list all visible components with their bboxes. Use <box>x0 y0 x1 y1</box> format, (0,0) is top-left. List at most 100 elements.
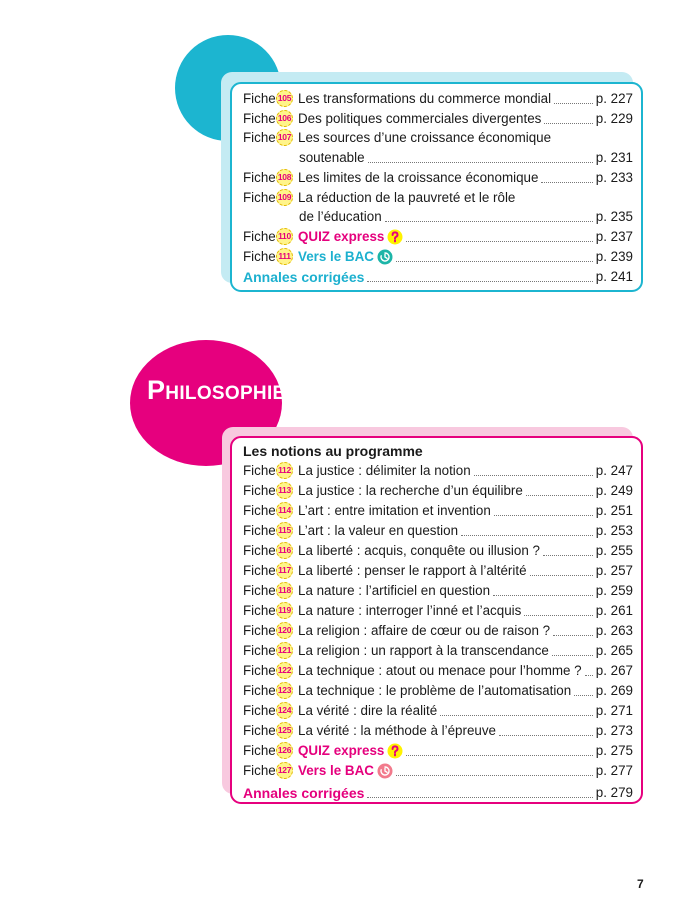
entry-title: La justice : délimiter la notion <box>298 462 471 478</box>
fiche-number: 127 <box>276 762 293 780</box>
page-number: 7 <box>637 877 644 891</box>
leader <box>367 281 593 282</box>
toc-box <box>230 82 643 292</box>
leader <box>529 574 593 576</box>
entry-page: p. 227 <box>595 91 633 106</box>
toc-row: Fiche 113 La justice : la recherche d’un é… <box>243 481 633 501</box>
toc-row: Fiche 123 La technique : le problème de l’… <box>243 681 633 701</box>
entry-page: p. 273 <box>595 723 633 739</box>
toc-row: Fiche 117 La liberté : penser le rapport à… <box>243 561 633 581</box>
entry-title: La vérité : la méthode à l’épreuve <box>298 723 497 739</box>
entry-page: p. 255 <box>595 542 633 558</box>
bac-icon <box>377 763 393 779</box>
fiche-number: 116 <box>276 541 293 559</box>
annales-row: Annales corrigées p. 241 <box>243 267 633 287</box>
fiche-number: 125 <box>276 722 293 740</box>
entry-title: L’art : la valeur en question <box>298 522 459 538</box>
toc-row: Fiche 120 La religion : affaire de cœur ou… <box>243 621 633 641</box>
toc-row: Fiche 122 La technique : atout ou menace p… <box>243 661 633 681</box>
entry-title: Les transformations du commerce mondial <box>298 91 552 106</box>
fiche-number: 111 <box>276 247 293 265</box>
entry-page: p. 237 <box>595 228 633 244</box>
entry-page: p. 257 <box>595 562 633 578</box>
leader <box>406 240 593 242</box>
fiche-label: Fiche <box>243 622 276 638</box>
leader <box>544 122 593 124</box>
toc-row: Fiche 125 La vérité : la méthode à l’épreu… <box>243 721 633 741</box>
fiche-number: 106 <box>276 109 293 127</box>
fiche-label: Fiche <box>243 248 276 264</box>
toc-row: Fiche 106 Des politiques commerciales dive… <box>243 109 633 129</box>
entry-title: La justice : la recherche d’un équilibre <box>298 482 523 498</box>
annales-row: Annales corrigées p. 279 <box>243 783 633 803</box>
entry-title: Les limites de la croissance économique <box>298 169 539 185</box>
toc-row: Fiche 105 Les transformations du commerce … <box>243 89 633 109</box>
entry-page: p. 231 <box>595 150 633 166</box>
bac-icon <box>377 249 393 265</box>
fiche-label: Fiche <box>243 763 276 779</box>
fiche-number: 124 <box>276 702 293 720</box>
quiz-icon <box>387 743 403 759</box>
leader <box>367 162 593 164</box>
leader <box>554 103 593 104</box>
entry-page: p. 259 <box>595 582 633 598</box>
leader <box>440 715 593 717</box>
entry-title: La liberté : penser le rapport à l’altér… <box>298 562 527 578</box>
toc-row: Fiche 124 La vérité : dire la réalité p. 27… <box>243 701 633 721</box>
entry-title: soutenable <box>299 150 365 166</box>
fiche-number: 121 <box>276 641 293 659</box>
fiche-label: Fiche <box>243 663 276 678</box>
leader <box>584 675 593 676</box>
fiche-label: Fiche <box>243 502 276 518</box>
leader <box>493 594 593 596</box>
toc-row: Fiche 116 La liberté : acquis, conquête ou… <box>243 541 633 561</box>
toc-row: Fiche 115 L’art : la valeur en question p. … <box>243 521 633 541</box>
entry-page: p. 269 <box>595 683 633 699</box>
toc-row: Fiche 119 La nature : interroger l’inné et… <box>243 601 633 621</box>
leader <box>384 221 593 223</box>
leader <box>551 654 593 656</box>
fiche-number: 112 <box>276 461 293 479</box>
entry-title: QUIZ express <box>298 228 385 244</box>
entry-title: La nature : l’artificiel en question <box>298 582 491 598</box>
entry-page: p. 239 <box>595 248 633 264</box>
entry-page: p. 247 <box>595 462 633 478</box>
entry-title: La réduction de la pauvreté et le rôle <box>298 189 516 205</box>
entry-title: La vérité : dire la réalité <box>298 703 438 719</box>
leader <box>461 534 593 536</box>
entry-title: Vers le BAC <box>298 763 374 779</box>
section-title: Philosophie <box>147 375 286 405</box>
toc-row: Fiche 126 QUIZ express p. 275 <box>243 741 633 761</box>
fiche-number: 119 <box>276 601 293 619</box>
leader <box>493 514 593 516</box>
toc-box <box>230 436 643 804</box>
entry-page: p. 249 <box>595 482 633 498</box>
entry-title: QUIZ express <box>298 743 385 759</box>
leader <box>524 614 593 616</box>
fiche-number: 107 <box>276 129 293 147</box>
fiche-label: Fiche <box>243 228 276 244</box>
entry-page: p. 261 <box>595 602 633 618</box>
fiche-number: 109 <box>276 188 293 206</box>
fiche-number: 120 <box>276 621 293 639</box>
toc-row: Fiche 109 La réduction de la pauvreté et l… <box>243 188 633 208</box>
fiche-label: Fiche <box>243 189 276 205</box>
fiche-label: Fiche <box>243 462 276 478</box>
entry-page: p. 235 <box>595 209 633 225</box>
fiche-number: 115 <box>276 521 293 539</box>
leader <box>541 181 593 183</box>
fiche-number: 113 <box>276 481 293 499</box>
annales-page: p. 241 <box>595 269 633 284</box>
fiche-label: Fiche <box>243 169 276 185</box>
entry-title: La nature : interroger l’inné et l’acqui… <box>298 602 522 618</box>
entry-page: p. 271 <box>595 703 633 719</box>
toc-row: soutenable p. 231 <box>243 148 633 168</box>
leader <box>367 797 593 798</box>
fiche-number: 123 <box>276 682 293 700</box>
fiche-label: Fiche <box>243 542 276 558</box>
fiche-number: 108 <box>276 168 293 186</box>
entry-title: La religion : affaire de cœur ou de rais… <box>298 622 551 638</box>
toc-row: de l’éducation p. 235 <box>243 207 633 227</box>
fiche-label: Fiche <box>243 642 276 658</box>
